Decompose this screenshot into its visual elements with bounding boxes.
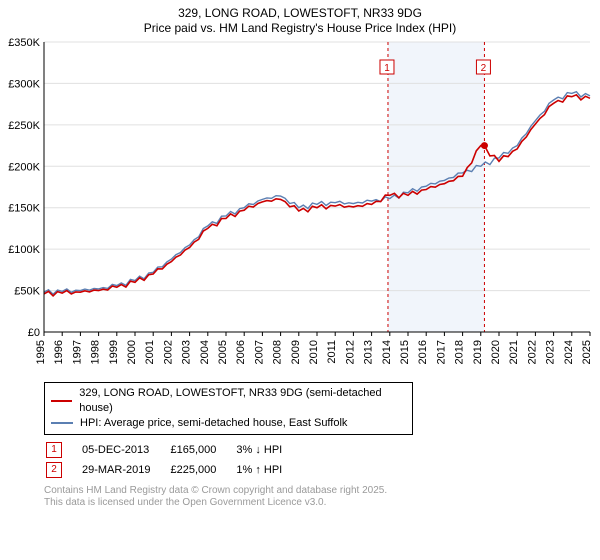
table-row: 1 05-DEC-2013 £165,000 3% ↓ HPI — [46, 441, 300, 459]
footer-line2: This data is licensed under the Open Gov… — [44, 497, 600, 510]
svg-text:2000: 2000 — [126, 340, 138, 364]
svg-text:2015: 2015 — [399, 340, 411, 364]
svg-text:2001: 2001 — [144, 340, 156, 364]
svg-text:2022: 2022 — [526, 340, 538, 364]
sale-price: £165,000 — [170, 441, 234, 459]
svg-text:2006: 2006 — [235, 340, 247, 364]
svg-text:1997: 1997 — [71, 340, 83, 364]
chart-area: £0 £50K £100K £150K £200K £250K £300K £350K 1995… — [0, 36, 600, 376]
sale-delta: 1% ↑ HPI — [236, 461, 300, 479]
svg-text:£250K: £250K — [8, 120, 40, 132]
svg-text:2019: 2019 — [472, 340, 484, 364]
svg-text:2008: 2008 — [272, 340, 284, 364]
footer-line1: Contains HM Land Registry data © Crown c… — [44, 485, 600, 498]
svg-text:2002: 2002 — [162, 340, 174, 364]
svg-text:2010: 2010 — [308, 340, 320, 364]
sale-date: 05-DEC-2013 — [82, 441, 168, 459]
legend-row-hpi: HPI: Average price, semi-detached house,… — [51, 416, 406, 431]
svg-text:£150K: £150K — [8, 203, 40, 215]
svg-text:2013: 2013 — [363, 340, 375, 364]
svg-text:2009: 2009 — [290, 340, 302, 364]
sale-date: 29-MAR-2019 — [82, 461, 168, 479]
line-chart-svg: £0 £50K £100K £150K £200K £250K £300K £350K 1995… — [0, 36, 600, 376]
svg-text:2012: 2012 — [344, 340, 356, 364]
svg-text:2023: 2023 — [545, 340, 557, 364]
footer: Contains HM Land Registry data © Crown c… — [44, 485, 600, 510]
title-line1: 329, LONG ROAD, LOWESTOFT, NR33 9DG — [0, 6, 600, 21]
legend-label-hpi: HPI: Average price, semi-detached house,… — [80, 416, 347, 431]
svg-text:2016: 2016 — [417, 340, 429, 364]
svg-text:2003: 2003 — [181, 340, 193, 364]
legend: 329, LONG ROAD, LOWESTOFT, NR33 9DG (sem… — [44, 382, 413, 435]
svg-text:2011: 2011 — [326, 340, 338, 364]
svg-text:2004: 2004 — [199, 340, 211, 364]
svg-text:2005: 2005 — [217, 340, 229, 364]
sale-delta: 3% ↓ HPI — [236, 441, 300, 459]
svg-text:2021: 2021 — [508, 340, 520, 364]
legend-label-price-paid: 329, LONG ROAD, LOWESTOFT, NR33 9DG (sem… — [79, 386, 406, 416]
svg-text:£100K: £100K — [8, 244, 40, 256]
svg-text:2018: 2018 — [454, 340, 466, 364]
svg-text:2007: 2007 — [253, 340, 265, 364]
sales-table: 1 05-DEC-2013 £165,000 3% ↓ HPI 2 29-MAR… — [44, 439, 302, 481]
svg-text:2024: 2024 — [563, 340, 575, 364]
svg-text:2017: 2017 — [435, 340, 447, 364]
svg-text:£300K: £300K — [8, 78, 40, 90]
svg-text:2014: 2014 — [381, 340, 393, 364]
table-row: 2 29-MAR-2019 £225,000 1% ↑ HPI — [46, 461, 300, 479]
marker-badge: 2 — [46, 462, 62, 478]
title-line2: Price paid vs. HM Land Registry's House … — [0, 21, 600, 36]
svg-text:£200K: £200K — [8, 161, 40, 173]
svg-text:2020: 2020 — [490, 340, 502, 364]
legend-row-price-paid: 329, LONG ROAD, LOWESTOFT, NR33 9DG (sem… — [51, 386, 406, 416]
svg-text:1996: 1996 — [53, 340, 65, 364]
svg-text:2: 2 — [481, 63, 487, 74]
svg-text:£50K: £50K — [14, 286, 40, 298]
svg-text:£0: £0 — [28, 327, 40, 339]
sale-price: £225,000 — [170, 461, 234, 479]
svg-text:1995: 1995 — [35, 340, 47, 364]
svg-text:1998: 1998 — [90, 340, 102, 364]
svg-text:1: 1 — [384, 63, 390, 74]
chart-title-block: 329, LONG ROAD, LOWESTOFT, NR33 9DG Pric… — [0, 0, 600, 36]
marker-badge: 1 — [46, 442, 62, 458]
legend-swatch-price-paid — [51, 400, 72, 402]
legend-swatch-hpi — [51, 422, 73, 424]
svg-text:1999: 1999 — [108, 340, 120, 364]
svg-text:2025: 2025 — [581, 340, 593, 364]
svg-text:£350K: £350K — [8, 37, 40, 49]
